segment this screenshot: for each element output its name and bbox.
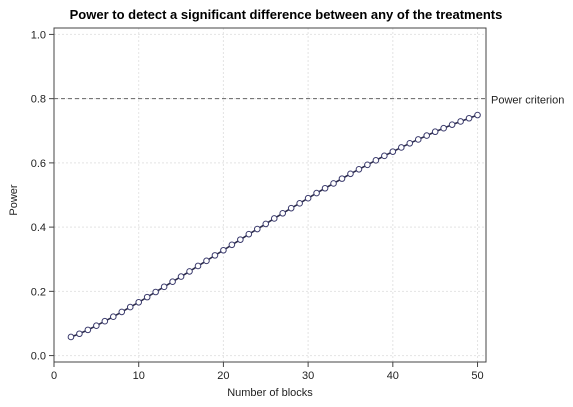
series-layer [67,111,481,341]
data-point [448,121,456,128]
data-point [423,132,431,139]
data-point [109,313,117,321]
series-line [70,114,478,338]
data-point [304,194,312,202]
x-tick-label: 0 [51,370,57,382]
data-point [296,200,303,207]
data-point [330,180,337,187]
data-point [287,204,295,212]
data-point [414,136,422,143]
data-point [237,236,244,243]
data-point [406,139,414,147]
data-point [186,268,193,275]
y-tick-label: 0.2 [31,286,46,298]
data-point [177,273,185,280]
x-tick-label: 20 [217,370,229,382]
data-point [194,262,202,270]
data-point [160,283,168,291]
data-point [389,148,397,155]
data-point [76,330,83,338]
data-point [338,175,346,182]
data-point [474,111,481,119]
data-point [220,246,227,254]
power-criterion-label: Power criterion [491,95,564,107]
data-point [270,215,278,222]
data-point [84,326,92,334]
data-point [253,225,261,233]
data-point [118,308,126,316]
data-point [347,170,354,178]
data-point [364,161,371,169]
data-point [228,241,236,249]
data-point [126,303,134,311]
data-point [135,298,143,306]
data-point [93,322,100,330]
x-tick-label: 40 [387,370,399,382]
plot-frame [53,27,487,363]
data-point [321,184,329,192]
data-point [203,257,210,265]
data-point [313,189,320,197]
y-tick-label: 0.0 [31,351,46,363]
y-tick-label: 1.0 [31,29,46,41]
data-point [169,278,176,286]
data-point [152,288,159,296]
x-tick-label: 50 [471,370,483,382]
data-point [143,293,151,301]
data-point [67,333,75,341]
data-point [397,144,405,151]
data-point [262,220,270,228]
data-point [381,152,388,160]
x-tick-label: 10 [133,370,145,382]
data-point [465,114,473,122]
data-point [355,166,363,173]
data-point [245,230,253,238]
data-point [101,317,109,325]
axis-layer: 0 10 20 30 40 50 0.0 0.2 0.4 0.6 0.8 1.0 [31,29,484,382]
x-tick-label: 30 [302,370,314,382]
data-point [279,210,287,217]
chart-title: Power to detect a significant difference… [70,7,503,22]
data-point [211,252,219,259]
data-point [431,128,439,136]
data-point [440,124,447,132]
x-axis-label: Number of blocks [227,387,313,399]
data-point [457,118,464,125]
y-tick-label: 0.8 [31,94,46,106]
y-axis-label: Power [8,184,20,216]
y-tick-label: 0.4 [31,222,46,234]
data-point [372,157,380,164]
y-tick-label: 0.6 [31,158,46,170]
